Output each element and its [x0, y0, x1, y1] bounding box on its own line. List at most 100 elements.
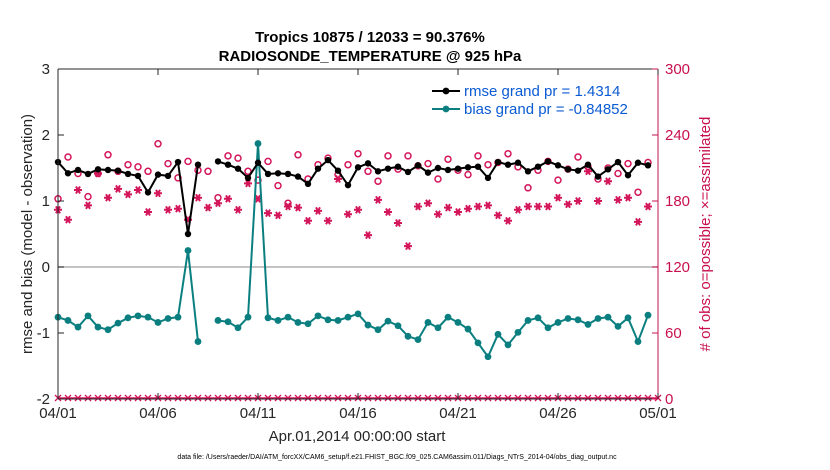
- rmse-point: [454, 165, 462, 172]
- obs-zero-marker: [514, 394, 522, 402]
- obs-zero-marker: [334, 394, 342, 402]
- rmse-point: [154, 171, 162, 178]
- rmse-point: [74, 166, 82, 174]
- bias-point: [584, 321, 592, 328]
- rmse-point: [624, 172, 632, 179]
- rmse-point: [124, 170, 132, 178]
- rmse-point: [254, 159, 262, 166]
- rmse-point: [344, 181, 352, 189]
- rmse-point: [164, 172, 172, 180]
- obs-assimilated-marker: [114, 184, 122, 193]
- y-tick-label: 0: [42, 259, 50, 276]
- bias-point: [154, 319, 162, 326]
- x-tick-label: 04/06: [139, 405, 177, 422]
- obs-possible-marker: [364, 167, 372, 176]
- obs-possible-marker: [184, 157, 192, 166]
- obs-zero-marker: [134, 394, 142, 402]
- x-tick-label: 04/21: [439, 405, 477, 422]
- rmse-point: [424, 169, 432, 176]
- chart-title: Tropics 10875 / 12033 = 90.376%: [255, 29, 485, 46]
- obs-zero-marker: [194, 394, 202, 402]
- bias-point: [404, 332, 412, 340]
- obs-zero-marker: [504, 394, 512, 402]
- obs-zero-marker: [644, 394, 652, 402]
- rmse-point: [374, 168, 382, 175]
- rmse-point: [514, 159, 522, 166]
- bias-point: [124, 314, 132, 322]
- obs-assimilated-marker: [484, 201, 492, 210]
- obs-possible-marker: [244, 167, 252, 176]
- obs-zero-marker: [564, 394, 572, 402]
- obs-possible-marker: [284, 199, 292, 207]
- obs-assimilated-marker: [614, 195, 622, 204]
- bias-point: [614, 323, 622, 330]
- plot-area: [54, 140, 662, 402]
- x-tick-label: 04/01: [39, 405, 77, 422]
- legend-rmse-marker: [442, 87, 450, 95]
- rmse-point: [464, 164, 472, 171]
- bias-point: [474, 339, 482, 347]
- bias-point: [74, 323, 82, 331]
- rmse-point: [314, 165, 322, 172]
- bias-point: [324, 316, 332, 324]
- rmse-point: [404, 168, 412, 176]
- obs-assimilated-marker: [374, 195, 382, 204]
- obs-assimilated-marker: [144, 208, 152, 216]
- obs-possible-marker: [64, 153, 72, 161]
- x-tick-label: 04/16: [339, 405, 377, 422]
- bias-point: [554, 319, 562, 326]
- rmse-point: [214, 158, 222, 165]
- bias-point: [104, 326, 112, 334]
- rmse-point: [634, 159, 642, 166]
- bias-point: [564, 315, 572, 322]
- rmse-point: [534, 163, 542, 170]
- bias-point: [444, 313, 452, 321]
- bias-point: [354, 310, 362, 318]
- obs-assimilated-marker: [504, 216, 512, 225]
- bias-point: [424, 319, 432, 326]
- obs-zero-marker: [594, 394, 602, 402]
- obs-zero-marker: [424, 394, 432, 402]
- chart-subtitle: RADIOSONDE_TEMPERATURE @ 925 hPa: [219, 48, 522, 65]
- bias-point: [394, 322, 402, 330]
- obs-zero-marker: [494, 394, 502, 402]
- rmse-point: [544, 158, 552, 165]
- y-tick-label: -2: [37, 391, 50, 408]
- obs-assimilated-marker: [394, 219, 402, 227]
- obs-possible-marker: [404, 152, 412, 160]
- obs-zero-marker: [524, 394, 532, 402]
- legend-rmse-label: rmse grand pr = 1.4314: [464, 83, 620, 100]
- obs-assimilated-marker: [564, 200, 572, 209]
- data-file-footnote: data file: /Users/raeder/DAI/ATM_forcXX/…: [177, 454, 617, 461]
- obs-assimilated-marker: [354, 205, 362, 214]
- x-tick-label: 05/01: [639, 405, 677, 422]
- obs-assimilated-marker: [574, 197, 582, 205]
- bias-point: [274, 317, 282, 324]
- bias-point: [64, 317, 72, 324]
- obs-assimilated-marker: [84, 201, 92, 210]
- obs-possible-marker: [154, 140, 162, 148]
- legend-bias-label: bias grand pr = -0.84852: [464, 101, 628, 118]
- bias-point: [484, 353, 492, 361]
- bias-point: [454, 319, 462, 326]
- obs-assimilated-marker: [64, 215, 72, 224]
- obs-assimilated-marker: [274, 211, 282, 220]
- obs-assimilated-marker: [424, 199, 432, 208]
- obs-zero-marker: [624, 394, 632, 402]
- rmse-point: [524, 168, 532, 175]
- obs-zero-marker: [394, 394, 402, 402]
- rmse-point: [304, 180, 312, 188]
- obs-assimilated-marker: [634, 217, 642, 226]
- obs-assimilated-marker: [414, 202, 422, 211]
- bias-point: [314, 312, 322, 320]
- rmse-point: [434, 164, 442, 172]
- obs-possible-marker: [434, 175, 442, 183]
- bias-point: [494, 330, 502, 338]
- obs-assimilated-marker: [164, 205, 172, 214]
- obs-assimilated-marker: [494, 211, 502, 220]
- rmse-point: [194, 161, 202, 168]
- obs-zero-marker: [544, 394, 552, 402]
- obs-possible-marker: [354, 149, 362, 158]
- bias-point: [174, 313, 182, 321]
- obs-zero-marker: [144, 394, 152, 402]
